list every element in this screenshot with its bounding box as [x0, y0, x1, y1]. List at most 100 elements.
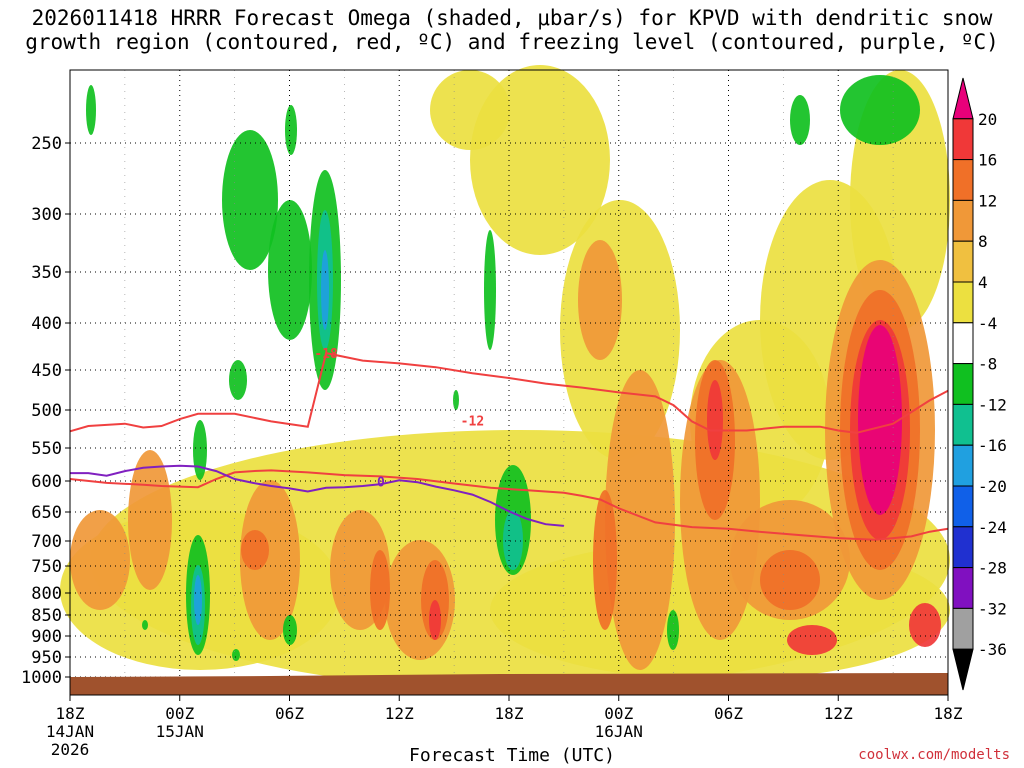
x-tick-label-6: 00Z — [165, 704, 194, 723]
omega-region-4 — [430, 70, 510, 150]
omega-region-52 — [232, 649, 240, 661]
terrain-ground — [70, 673, 948, 695]
contour-lines: -18 -12 0 — [69, 347, 949, 541]
omega-region-25 — [760, 550, 820, 610]
colorbar-segment-7 — [952, 363, 974, 405]
y-tick-label-900: 900 — [31, 627, 62, 647]
y-tick-label-500: 500 — [31, 401, 62, 421]
omega-region-39 — [194, 575, 202, 625]
colorbar-label-13: -36 — [978, 640, 1007, 659]
omega-region-31 — [858, 325, 902, 515]
y-axis: 2503003504004505005506006507007508008509… — [21, 134, 70, 688]
omega-region-48 — [840, 75, 920, 145]
omega-region-36 — [321, 250, 329, 330]
colorbar-label-6: -8 — [978, 355, 997, 374]
y-tick-label-850: 850 — [31, 606, 62, 626]
colorbar-segment-13 — [952, 607, 974, 650]
colorbar-label-2: 12 — [978, 191, 997, 210]
colorbar-segment-6 — [952, 322, 974, 365]
colorbar-label-9: -20 — [978, 477, 1007, 496]
chart-title: 2026011418 HRRR Forecast Omega (shaded, … — [0, 6, 1024, 54]
omega-region-46 — [86, 85, 96, 135]
x-year-label-0: 2026 — [51, 740, 90, 759]
colorbar-label-7: -12 — [978, 395, 1007, 414]
omega-region-51 — [453, 390, 459, 410]
y-tick-label-950: 950 — [31, 648, 62, 668]
y-tick-label-400: 400 — [31, 314, 62, 334]
contour-label-dgz-minus12: -12 — [461, 415, 484, 430]
omega-region-41 — [229, 360, 247, 400]
colorbar-segment-12 — [952, 567, 974, 609]
colorbar-segment-8 — [952, 403, 974, 446]
omega-region-47 — [790, 95, 810, 145]
credit-text: coolwx.com/modelts — [858, 747, 1010, 763]
x-date-label-0: 14JAN — [46, 722, 94, 741]
omega-region-44 — [484, 230, 496, 350]
colorbar-label-5: -4 — [978, 314, 997, 333]
colorbar-label-3: 8 — [978, 232, 988, 251]
omega-region-9 — [70, 510, 130, 610]
omega-region-40 — [193, 420, 207, 480]
y-tick-label-750: 750 — [31, 557, 62, 577]
x-tick-label-36: 06Z — [714, 704, 743, 723]
colorbar-label-0: 20 — [978, 110, 997, 129]
y-tick-label-700: 700 — [31, 532, 62, 552]
x-tick-label-48: 18Z — [934, 704, 963, 723]
x-axis-label: Forecast Time (UTC) — [409, 745, 615, 766]
y-tick-label-1000: 1000 — [21, 668, 62, 688]
colorbar-segment-4 — [952, 240, 974, 283]
omega-region-20 — [370, 550, 390, 630]
omega-region-29 — [909, 603, 941, 647]
colorbar-segment-11 — [952, 526, 974, 569]
colorbar-label-10: -24 — [978, 518, 1007, 537]
x-tick-label-0: 18Z — [56, 704, 85, 723]
omega-region-10 — [128, 450, 172, 590]
y-tick-label-600: 600 — [31, 472, 62, 492]
x-tick-label-12: 06Z — [275, 704, 304, 723]
omega-region-11 — [240, 480, 300, 640]
title-line-2: growth region (contoured, red, ºC) and f… — [25, 30, 999, 54]
x-date-label-30: 16JAN — [595, 722, 643, 741]
colorbar-segment-10 — [952, 485, 974, 528]
contour-freezing-level-0 — [70, 464, 564, 527]
x-tick-label-30: 00Z — [604, 704, 633, 723]
colorbar-label-8: -16 — [978, 436, 1007, 455]
omega-region-45 — [285, 105, 297, 155]
y-tick-label-800: 800 — [31, 584, 62, 604]
colorbar-label-12: -32 — [978, 599, 1007, 618]
omega-region-30 — [429, 600, 441, 640]
colorbar-segment-3 — [952, 199, 974, 242]
y-tick-label-350: 350 — [31, 263, 62, 283]
x-date-label-6: 15JAN — [156, 722, 204, 741]
y-tick-label-650: 650 — [31, 503, 62, 523]
omega-region-26 — [707, 380, 723, 460]
omega-region-32 — [222, 130, 278, 270]
omega-region-28 — [787, 625, 837, 655]
colorbar-segment-2 — [952, 159, 974, 201]
x-tick-label-18: 12Z — [385, 704, 414, 723]
colorbar-top-arrow — [952, 77, 974, 120]
y-tick-label-550: 550 — [31, 439, 62, 459]
contour-dgz-minus18 — [69, 351, 949, 434]
omega-region-22 — [593, 490, 617, 630]
contour-dgz-minus12 — [69, 469, 949, 541]
contour-label-freezing-level-0: 0 — [377, 476, 385, 491]
colorbar-label-11: -28 — [978, 559, 1007, 578]
x-tick-label-42: 12Z — [824, 704, 853, 723]
x-tick-label-24: 18Z — [495, 704, 524, 723]
omega-region-15 — [578, 240, 622, 360]
colorbar-bottom-arrow — [952, 648, 974, 691]
colorbar-segment-5 — [952, 281, 974, 324]
y-tick-label-250: 250 — [31, 134, 62, 154]
contour-label-dgz-minus18: -18 — [314, 347, 338, 362]
omega-region-14 — [605, 370, 675, 670]
title-line-1: 2026011418 HRRR Forecast Omega (shaded, … — [31, 6, 993, 30]
omega-region-53 — [142, 620, 148, 630]
colorbar-label-4: 4 — [978, 273, 988, 292]
y-tick-label-300: 300 — [31, 205, 62, 225]
omega-region-19 — [241, 530, 269, 570]
omega-region-50 — [667, 610, 679, 650]
omega-region-43 — [503, 510, 523, 570]
